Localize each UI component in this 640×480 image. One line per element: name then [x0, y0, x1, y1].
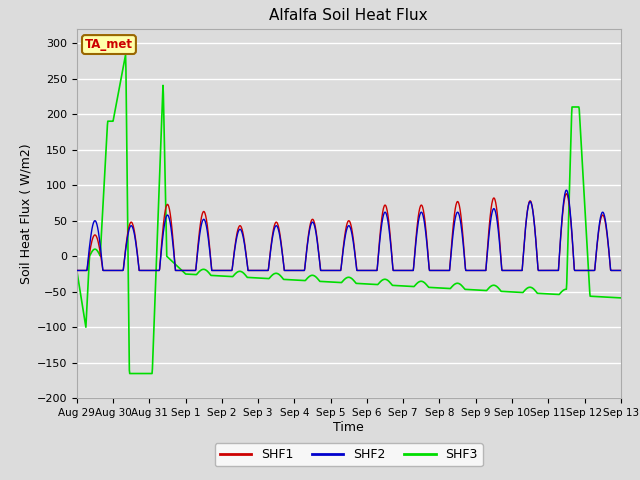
X-axis label: Time: Time	[333, 421, 364, 434]
SHF3	[195, 269, 202, 275]
SHF3	[505, 289, 513, 295]
SHF3	[73, 267, 81, 273]
SHF2	[194, 248, 202, 253]
Title: Alfalfa Soil Heat Flux: Alfalfa Soil Heat Flux	[269, 9, 428, 24]
SHF1	[563, 191, 570, 197]
SHF1	[73, 267, 81, 273]
SHF2	[552, 267, 560, 273]
SHF2	[504, 267, 512, 273]
SHF1	[504, 267, 512, 273]
Y-axis label: Soil Heat Flux ( W/m2): Soil Heat Flux ( W/m2)	[19, 144, 33, 284]
SHF3	[255, 275, 263, 281]
SHF1	[433, 267, 441, 273]
SHF2	[180, 267, 188, 273]
SHF2	[73, 267, 81, 273]
SHF1	[180, 267, 188, 273]
Line: SHF3: SHF3	[77, 55, 621, 373]
Text: TA_met: TA_met	[85, 38, 133, 51]
SHF3	[617, 295, 625, 301]
Line: SHF1: SHF1	[77, 194, 621, 270]
Legend: SHF1, SHF2, SHF3: SHF1, SHF2, SHF3	[214, 443, 483, 466]
SHF1	[255, 267, 262, 273]
SHF1	[617, 267, 625, 273]
SHF2	[563, 187, 570, 193]
SHF3	[553, 291, 561, 297]
Line: SHF2: SHF2	[77, 190, 621, 270]
SHF3	[434, 285, 442, 291]
SHF1	[194, 245, 202, 251]
SHF3	[122, 52, 129, 58]
SHF1	[552, 267, 560, 273]
SHF3	[182, 271, 189, 276]
SHF3	[126, 371, 134, 376]
SHF2	[255, 267, 262, 273]
SHF2	[433, 267, 441, 273]
SHF2	[617, 267, 625, 273]
